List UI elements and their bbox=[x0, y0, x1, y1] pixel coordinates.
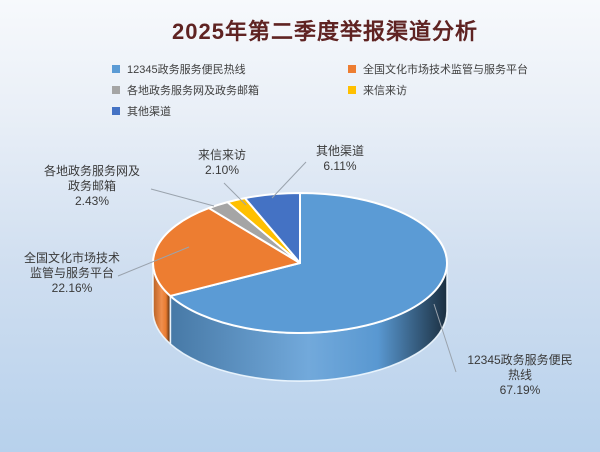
callout-text: 热线 bbox=[507, 368, 532, 382]
callout-percent: 67.19% bbox=[499, 383, 541, 397]
callout-qita: 其他渠道 6.11% bbox=[298, 144, 382, 174]
pie-slice bbox=[152, 207, 301, 297]
legend-label: 12345政务服务便民热线 bbox=[127, 64, 246, 76]
callout-percent: 2.43% bbox=[74, 194, 110, 208]
legend-marker-icon bbox=[348, 65, 356, 73]
legend-label: 来信来访 bbox=[363, 85, 407, 97]
legend-label: 各地政务服务网及政务邮箱 bbox=[127, 85, 259, 97]
callout-hotline: 12345政务服务便民 热线 67.19% bbox=[452, 353, 588, 398]
leader-line bbox=[150, 188, 215, 207]
callout-percent: 2.10% bbox=[204, 163, 240, 177]
leader-line bbox=[271, 161, 307, 199]
callout-text: 来信来访 bbox=[197, 148, 246, 162]
callout-gedi: 各地政务服务网及 政务邮箱 2.43% bbox=[30, 164, 154, 209]
legend-label: 全国文化市场技术监管与服务平台 bbox=[363, 64, 528, 76]
callout-text: 监管与服务平台 bbox=[29, 266, 114, 280]
chart-title: 2025年第二季度举报渠道分析 bbox=[172, 19, 478, 44]
pie-slice bbox=[169, 192, 448, 334]
callout-percent: 6.11% bbox=[323, 159, 357, 173]
callout-laixin: 来信来访 2.10% bbox=[180, 148, 264, 178]
legend-marker-icon bbox=[112, 107, 120, 115]
legend-marker-icon bbox=[112, 65, 120, 73]
legend-item: 各地政务服务网及政务邮箱 bbox=[112, 83, 259, 97]
callout-text: 全国文化市场技术 bbox=[23, 251, 120, 265]
callout-percent: 22.16% bbox=[51, 281, 93, 295]
leader-line bbox=[117, 246, 190, 277]
legend-item: 其他渠道 bbox=[112, 104, 171, 118]
leader-line bbox=[223, 182, 247, 206]
legend-item: 12345政务服务便民热线 bbox=[112, 62, 246, 76]
legend-item: 全国文化市场技术监管与服务平台 bbox=[348, 62, 528, 76]
leader-line bbox=[433, 303, 457, 373]
callout-text: 各地政务服务网及 bbox=[43, 164, 140, 178]
legend-marker-icon bbox=[112, 86, 120, 94]
pie-slice bbox=[243, 192, 301, 264]
legend-label: 其他渠道 bbox=[127, 106, 171, 118]
legend-item: 来信来访 bbox=[348, 83, 407, 97]
callout-text: 政务邮箱 bbox=[67, 179, 116, 193]
callout-quanguo: 全国文化市场技术 监管与服务平台 22.16% bbox=[10, 251, 134, 296]
legend-marker-icon bbox=[348, 86, 356, 94]
callout-text: 其他渠道 bbox=[315, 144, 364, 158]
callout-text: 12345政务服务便民 bbox=[467, 353, 573, 367]
